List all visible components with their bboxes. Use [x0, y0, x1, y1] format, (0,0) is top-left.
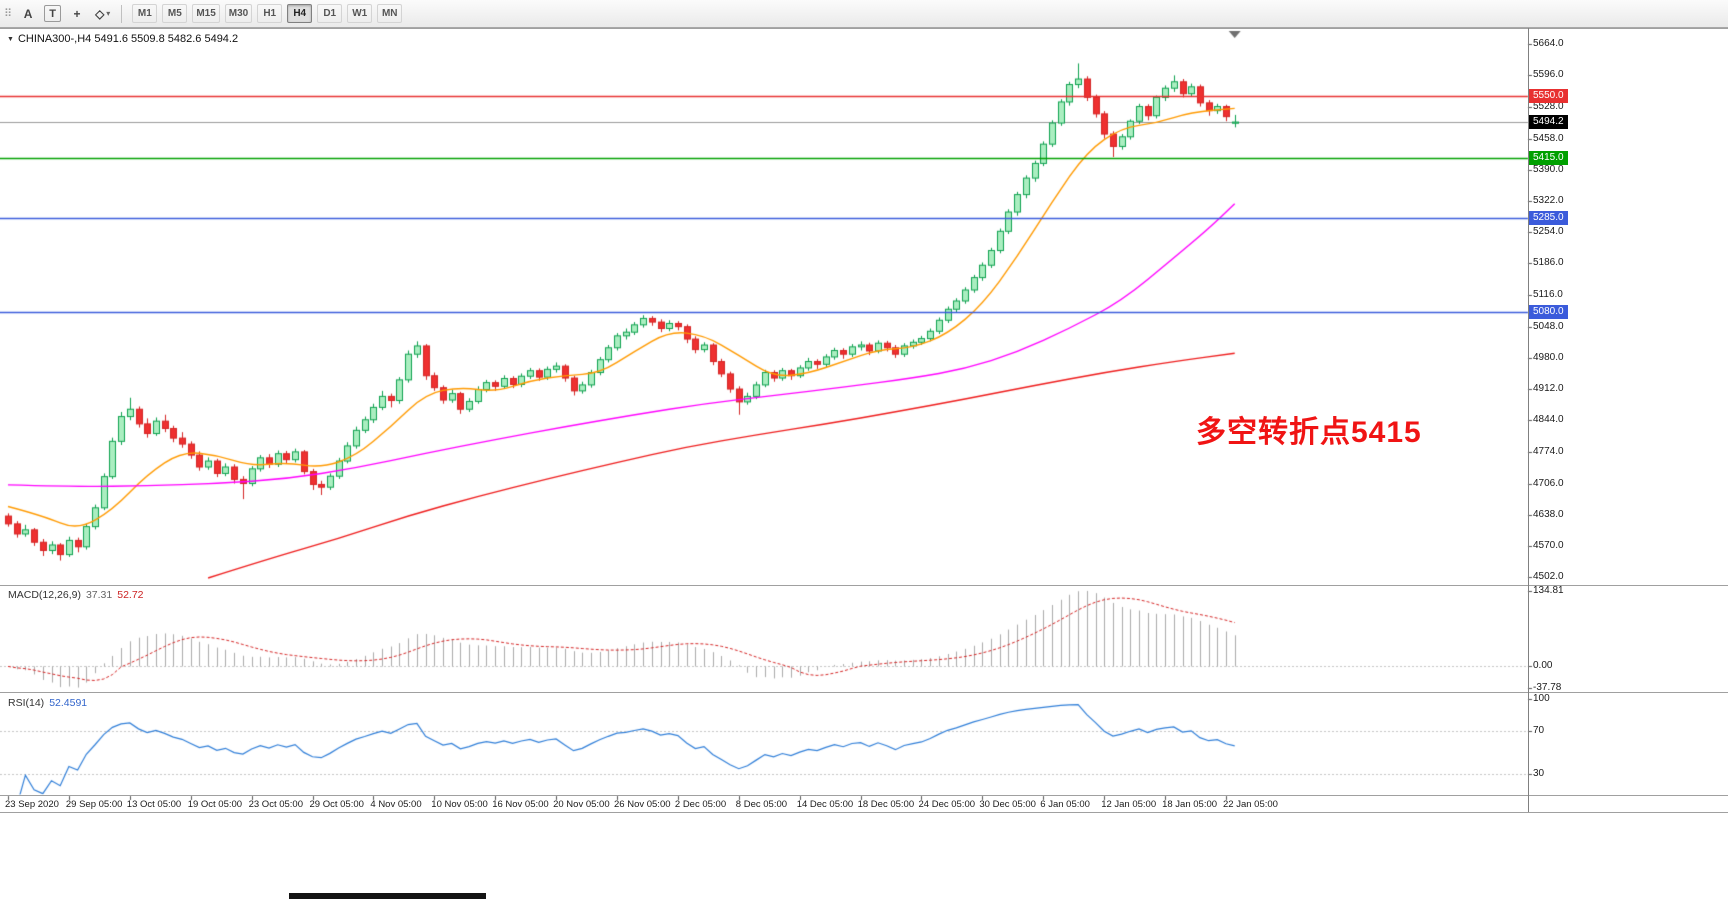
panel-separator-rsi[interactable]: [0, 692, 1728, 693]
dropdown-caret-icon: ▾: [106, 9, 111, 18]
symbol-info: ▼ CHINA300-,H4 5491.6 5509.8 5482.6 5494.…: [7, 33, 238, 45]
toolbar-separator: [121, 4, 123, 23]
rsi-label: RSI(14): [8, 697, 45, 709]
timeframe-h1[interactable]: H1: [257, 4, 283, 23]
timeframe-m5[interactable]: M5: [162, 4, 188, 23]
macd-indicator-label: MACD(12,26,9) 37.31 52.72: [8, 589, 144, 601]
shapes-tool-button[interactable]: ◇ ▾: [91, 4, 114, 24]
timeframe-m30[interactable]: M30: [224, 4, 253, 23]
symbol-ohlc-text: CHINA300-,H4 5491.6 5509.8 5482.6 5494.2: [17, 33, 239, 45]
chart-top-border: [0, 28, 1728, 29]
horizontal-scrollbar[interactable]: [289, 893, 486, 899]
text-tool-button[interactable]: T: [44, 5, 62, 22]
toolbar: ⠿ A T + ◇ ▾ M1 M5 M15 M30 H1 H4 D1 W1 MN: [0, 0, 1728, 28]
chart-bottom-border: [0, 812, 1728, 813]
crosshair-tool-button[interactable]: +: [66, 4, 88, 24]
collapse-icon[interactable]: ▼: [7, 36, 14, 43]
timeframe-mn[interactable]: MN: [377, 4, 403, 23]
chart-annotation-text: 多空转折点5415: [1196, 416, 1422, 449]
panel-separator-macd[interactable]: [0, 585, 1728, 586]
macd-hist-value: 37.31: [85, 589, 113, 601]
shapes-icon: ◇: [95, 6, 105, 21]
macd-signal-value: 52.72: [117, 589, 144, 601]
timeframe-m1[interactable]: M1: [132, 4, 158, 23]
arrow-tool-button[interactable]: A: [17, 4, 39, 24]
rsi-value: 52.4591: [49, 697, 88, 709]
chart-canvas[interactable]: [0, 0, 1728, 813]
macd-label: MACD(12,26,9): [8, 589, 81, 601]
timeframe-m15[interactable]: M15: [192, 4, 220, 23]
price-axis-separator: [1528, 28, 1529, 812]
timeframe-w1[interactable]: W1: [347, 4, 373, 23]
timeframe-h4[interactable]: H4: [287, 4, 313, 23]
time-axis-border: [0, 795, 1728, 796]
toolbar-drag-handle-icon[interactable]: ⠿: [4, 8, 13, 20]
timeframe-d1[interactable]: D1: [317, 4, 343, 23]
rsi-indicator-label: RSI(14) 52.4591: [8, 697, 87, 709]
